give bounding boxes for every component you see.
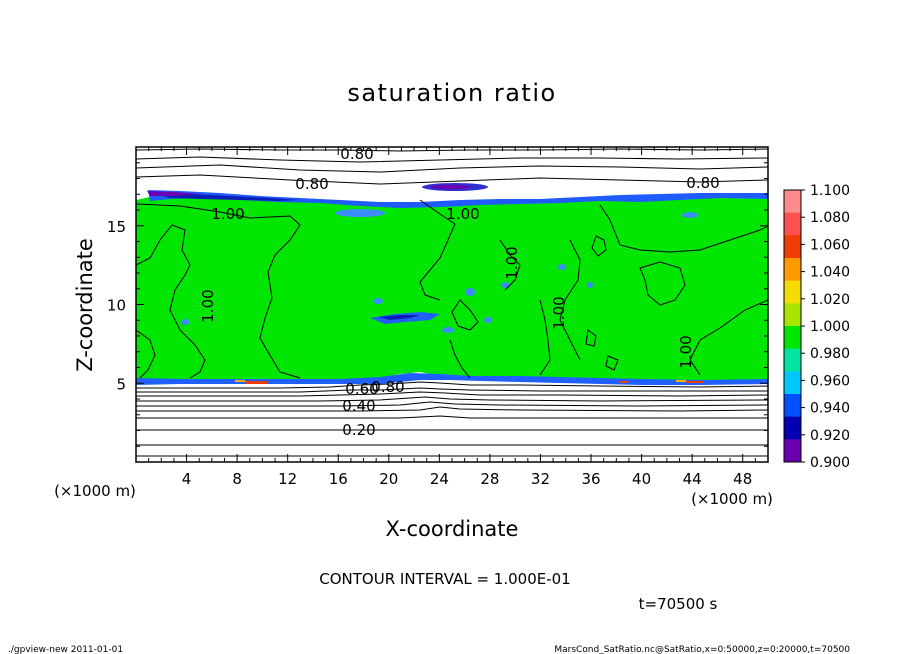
x-axis-unit-right: (×1000 m) bbox=[691, 490, 773, 508]
lower-fringe bbox=[136, 373, 768, 385]
colorbar-label: 0.920 bbox=[810, 428, 850, 444]
x-tick-label: 20 bbox=[379, 470, 398, 488]
contour-label: 0.80 bbox=[295, 175, 328, 193]
contour-label: 1.00 bbox=[503, 246, 521, 279]
x-tick-label: 48 bbox=[733, 470, 752, 488]
y-tick-label: 15 bbox=[107, 218, 126, 236]
field-layer bbox=[136, 148, 768, 457]
colorbar-swatch bbox=[784, 212, 801, 236]
colorbar-label: 1.100 bbox=[810, 183, 850, 199]
contour-label: 1.00 bbox=[199, 289, 217, 322]
x-tick-label: 40 bbox=[632, 470, 651, 488]
contour-label: 0.80 bbox=[340, 145, 373, 163]
contour-label: 1.00 bbox=[446, 205, 479, 223]
colorbar-label: 1.060 bbox=[810, 237, 850, 253]
colorbar-swatch bbox=[784, 394, 801, 418]
contour-label: 1.00 bbox=[211, 205, 244, 223]
colorbar-swatch bbox=[784, 416, 801, 440]
colorbar-swatch bbox=[784, 303, 801, 327]
x-tick-label: 32 bbox=[531, 470, 550, 488]
colorbar-label: 0.900 bbox=[810, 455, 850, 471]
scattered-patches bbox=[181, 209, 698, 333]
y-axis-label: Z-coordinate bbox=[73, 238, 97, 372]
x-tick-label: 16 bbox=[329, 470, 348, 488]
colorbar-label: 1.000 bbox=[810, 319, 850, 335]
mid-dark-patch bbox=[378, 315, 420, 320]
x-tick-label: 44 bbox=[683, 470, 702, 488]
y-axis: 5 10 15 bbox=[107, 162, 768, 447]
unity-contours bbox=[136, 199, 768, 379]
colorbar-swatch bbox=[784, 258, 801, 282]
footer-left: ./gpview-new 2011-01-01 bbox=[8, 645, 123, 654]
colorbar-swatch bbox=[784, 348, 801, 372]
colorbar-swatch bbox=[784, 439, 801, 463]
x-tick-label: 4 bbox=[182, 470, 192, 488]
x-tick-label: 24 bbox=[430, 470, 449, 488]
x-tick-label: 36 bbox=[581, 470, 600, 488]
x-axis-label: X-coordinate bbox=[386, 517, 519, 541]
colorbar-label: 1.080 bbox=[810, 210, 850, 226]
contour-label: 0.40 bbox=[342, 397, 375, 415]
chart-title: saturation ratio bbox=[347, 79, 556, 107]
colorbar-label: 0.980 bbox=[810, 346, 850, 362]
colorbar-swatch bbox=[784, 280, 801, 304]
upper-contours bbox=[136, 148, 768, 185]
colorbar-swatch bbox=[784, 235, 801, 259]
y-tick-label: 10 bbox=[107, 297, 126, 315]
contour-interval-text: CONTOUR INTERVAL = 1.000E-01 bbox=[319, 570, 570, 588]
colorbar-label: 1.040 bbox=[810, 265, 850, 281]
colorbar-label: 1.020 bbox=[810, 292, 850, 308]
colorbar-swatch bbox=[784, 371, 801, 395]
contour-label: 0.60 bbox=[345, 380, 378, 398]
x-tick-label: 12 bbox=[278, 470, 297, 488]
supersaturated-region bbox=[136, 194, 768, 383]
warm-spots-2 bbox=[235, 380, 686, 382]
colorbar: 1.100 1.080 1.060 1.040 1.020 1.000 0.980 0.960… bbox=[783, 183, 850, 471]
x-axis-unit: (×1000 m) bbox=[54, 482, 136, 500]
colorbar-swatch bbox=[784, 190, 801, 214]
high-blob-core bbox=[430, 185, 470, 189]
time-text: t=70500 s bbox=[639, 595, 718, 613]
contour-label: 1.00 bbox=[550, 296, 568, 329]
warm-spots bbox=[245, 381, 704, 384]
x-tick-label: 28 bbox=[480, 470, 499, 488]
contour-label: 1.00 bbox=[677, 335, 695, 368]
colorbar-label: 0.940 bbox=[810, 401, 850, 417]
x-tick-label: 8 bbox=[232, 470, 242, 488]
lower-contours bbox=[136, 381, 768, 457]
upper-fringe-violet bbox=[147, 191, 200, 196]
colorbar-label: 0.960 bbox=[810, 373, 850, 389]
contour-label: 0.80 bbox=[371, 378, 404, 396]
x-axis: 4 8 12 16 20 24 28 32 36 40 44 48 bbox=[148, 147, 756, 488]
y-tick-label: 5 bbox=[116, 375, 126, 393]
colorbar-swatch bbox=[784, 326, 801, 350]
contour-label: 0.20 bbox=[342, 421, 375, 439]
contour-labels: 0.80 0.80 0.80 1.00 1.00 1.00 1.00 1.00 … bbox=[199, 145, 720, 439]
contour-label: 0.80 bbox=[686, 174, 719, 192]
footer-right: MarsCond_SatRatio.nc@SatRatio,x=0:50000,… bbox=[554, 645, 850, 654]
